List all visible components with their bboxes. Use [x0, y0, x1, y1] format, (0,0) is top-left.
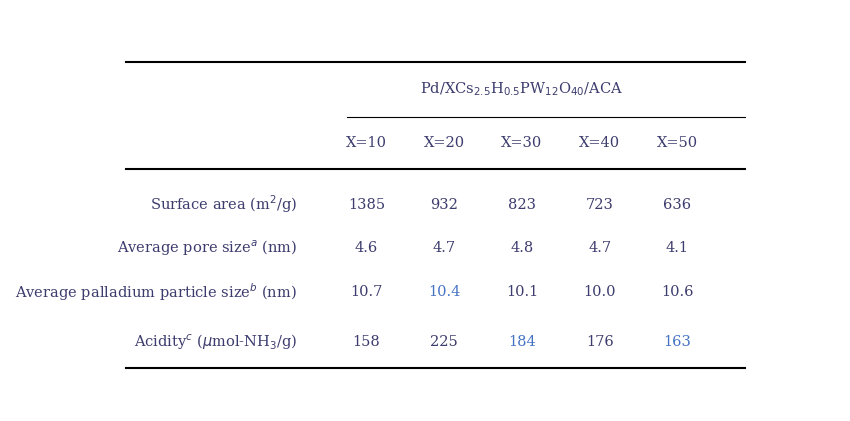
Text: 176: 176: [586, 335, 614, 349]
Text: 1385: 1385: [348, 197, 385, 211]
Text: X=40: X=40: [579, 136, 620, 150]
Text: 10.1: 10.1: [506, 285, 538, 299]
Text: X=10: X=10: [346, 136, 387, 150]
Text: X=50: X=50: [657, 136, 698, 150]
Text: X=20: X=20: [423, 136, 465, 150]
Text: Pd/XCs$_{2.5}$H$_{0.5}$PW$_{12}$O$_{40}$/ACA: Pd/XCs$_{2.5}$H$_{0.5}$PW$_{12}$O$_{40}$…: [420, 80, 624, 98]
Text: 723: 723: [586, 197, 614, 211]
Text: 10.7: 10.7: [350, 285, 382, 299]
Text: 636: 636: [663, 197, 691, 211]
Text: 4.8: 4.8: [510, 241, 534, 255]
Text: 4.7: 4.7: [433, 241, 456, 255]
Text: 823: 823: [508, 197, 536, 211]
Text: 10.4: 10.4: [428, 285, 461, 299]
Text: 4.7: 4.7: [588, 241, 611, 255]
Text: 225: 225: [430, 335, 458, 349]
Text: 158: 158: [353, 335, 380, 349]
Text: Average pore size$^{a}$ (nm): Average pore size$^{a}$ (nm): [117, 238, 298, 258]
Text: 10.6: 10.6: [661, 285, 694, 299]
Text: Acidity$^{c}$ ($\mu$mol-NH$_{3}$/g): Acidity$^{c}$ ($\mu$mol-NH$_{3}$/g): [133, 333, 298, 352]
Text: 184: 184: [508, 335, 536, 349]
Text: X=30: X=30: [502, 136, 542, 150]
Text: 4.6: 4.6: [354, 241, 378, 255]
Text: 4.1: 4.1: [666, 241, 689, 255]
Text: 932: 932: [430, 197, 458, 211]
Text: 163: 163: [664, 335, 691, 349]
Text: Average palladium particle size$^{b}$ (nm): Average palladium particle size$^{b}$ (n…: [15, 281, 298, 303]
Text: 10.0: 10.0: [583, 285, 616, 299]
Text: Surface area (m$^{2}$/g): Surface area (m$^{2}$/g): [150, 194, 298, 216]
